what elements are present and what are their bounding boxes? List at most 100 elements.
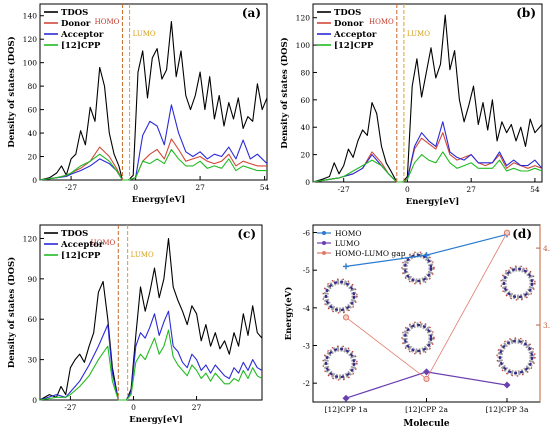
molecule-image	[500, 265, 536, 301]
y-tick-label: 80	[300, 68, 310, 77]
category-label: [12]CPP 3a	[486, 405, 529, 414]
series-line--12-cpp	[312, 151, 543, 183]
series-line-acceptor	[312, 121, 543, 183]
panel-label: (a)	[242, 6, 261, 20]
y-axis-label: Density of states (DOS)	[279, 37, 290, 148]
y-tick-label: 0	[32, 176, 37, 185]
legend-entry: Acceptor	[60, 30, 104, 40]
y-tick-label: -3	[303, 342, 311, 351]
panel-label: (c)	[237, 227, 256, 241]
plot-frame	[39, 3, 268, 181]
series-point-homo-lumo-gap	[342, 314, 350, 321]
molecule-image	[496, 337, 536, 377]
x-tick-label: -27	[338, 185, 350, 194]
y-tick-label: 140	[23, 12, 38, 21]
panel-3: -6 -5 -4 -3 -2 3.5 4.0 [12]CPP 1a [12]CPP 2a [12]…	[283, 224, 550, 429]
y-tick-label: 60	[27, 315, 37, 324]
x-tick-label: 27	[195, 183, 205, 192]
series-point-lumo	[423, 368, 430, 376]
series-point-lumo	[342, 394, 350, 402]
y-axis-label: Density of states (DOS)	[6, 36, 17, 147]
y-tick-label: 120	[23, 35, 38, 44]
x-axis-label: Molecule	[403, 419, 450, 429]
x-axis-label: Energy[eV]	[129, 415, 182, 425]
legend-entry: [12]CPP	[61, 251, 101, 261]
x-tick-label: 0	[133, 183, 138, 192]
x-tick-label: 27	[192, 403, 202, 412]
y-tick-label: 20	[300, 151, 310, 160]
legend-marker	[322, 251, 326, 255]
series-point-homo-lumo-gap	[503, 229, 511, 236]
y-tick-label: 100	[23, 59, 38, 68]
plot-frame	[39, 224, 263, 401]
y-tick-label: -6	[303, 229, 311, 238]
y-tick-label: 40	[300, 123, 310, 132]
x-tick-label: 27	[466, 185, 476, 194]
legend-entry: HOMO-LUMO gap	[335, 249, 406, 258]
series-line-acceptor	[39, 310, 263, 401]
y-tick-label: 120	[23, 234, 38, 243]
legend-entry: HOMO	[335, 229, 362, 238]
series-line-tdos	[312, 14, 543, 183]
y-tick-label: 0	[32, 396, 37, 405]
series-point-homo	[423, 252, 430, 259]
y-tick-label: 120	[296, 14, 311, 23]
lumo-label: LUMO	[407, 30, 430, 38]
series-line--12-cpp	[39, 148, 267, 181]
lumo-label: LUMO	[131, 251, 154, 259]
y2-tick-label: 4.0	[543, 244, 550, 253]
molecule-image	[502, 267, 534, 299]
molecule-image	[498, 339, 534, 375]
x-tick-label: 54	[260, 183, 270, 192]
legend-entry: [12]CPP	[334, 41, 374, 51]
molecule-image	[322, 278, 358, 314]
series-point-homo	[343, 263, 349, 270]
y-axis-label: Density of states (DOS)	[6, 257, 17, 368]
homo-label: HOMO	[95, 18, 120, 26]
x-axis-label: Energy[eV]	[132, 195, 185, 205]
x-tick-label: -27	[65, 183, 77, 192]
molecule-image	[401, 251, 435, 285]
panel-label: (b)	[516, 6, 536, 20]
series-line--12-cpp	[39, 329, 263, 401]
molecule-image	[403, 323, 433, 353]
legend-entry: [12]CPP	[61, 41, 101, 51]
y-tick-label: -4	[303, 304, 311, 313]
legend-entry: LUMO	[335, 239, 360, 248]
molecule-image	[324, 347, 356, 379]
x-tick-label: 0	[405, 185, 410, 194]
homo-label: HOMO	[369, 18, 394, 26]
y-axis-label: Energy(eV)	[283, 287, 294, 340]
panel-label: (d)	[512, 227, 532, 241]
panel-2: 0 30 60 90 120 -27 0 27 HOMO LUMO TDOSAcceptor[12]…	[6, 224, 263, 425]
y-tick-label: 60	[300, 96, 310, 105]
x-tick-label: 54	[530, 185, 540, 194]
series-line-acceptor	[39, 104, 268, 181]
series-point-lumo	[503, 381, 511, 389]
panel-0: 0 20 40 60 80 100 120 140 -27 0 27 54 HOMO LUMO TDOSDo…	[6, 3, 270, 205]
y-tick-label: -5	[303, 266, 311, 275]
molecule-image	[403, 253, 433, 283]
series-line-tdos	[39, 21, 268, 181]
molecule-image	[322, 345, 358, 381]
y2-tick-label: 3.5	[543, 321, 550, 330]
legend-entry: TDOS	[61, 229, 88, 239]
molecule-image	[401, 321, 435, 355]
series-line-tdos	[39, 237, 263, 401]
y-tick-label: 0	[305, 178, 310, 187]
legend-entry: Acceptor	[333, 30, 377, 40]
series-point-homo-lumo-gap	[423, 375, 430, 383]
y-tick-label: 30	[27, 356, 37, 365]
y-tick-label: 100	[296, 41, 311, 50]
category-label: [12]CPP 1a	[325, 405, 368, 414]
legend-entry: Donor	[61, 19, 91, 29]
y-tick-label: -2	[303, 379, 311, 388]
y-tick-label: 80	[27, 82, 37, 91]
legend-entry: Donor	[334, 19, 364, 29]
legend-entry: TDOS	[61, 8, 88, 18]
legend-entry: Acceptor	[60, 240, 104, 250]
legend-marker	[322, 241, 326, 245]
x-axis-label: Energy[eV]	[406, 197, 459, 207]
category-label: [12]CPP 2a	[405, 405, 448, 414]
